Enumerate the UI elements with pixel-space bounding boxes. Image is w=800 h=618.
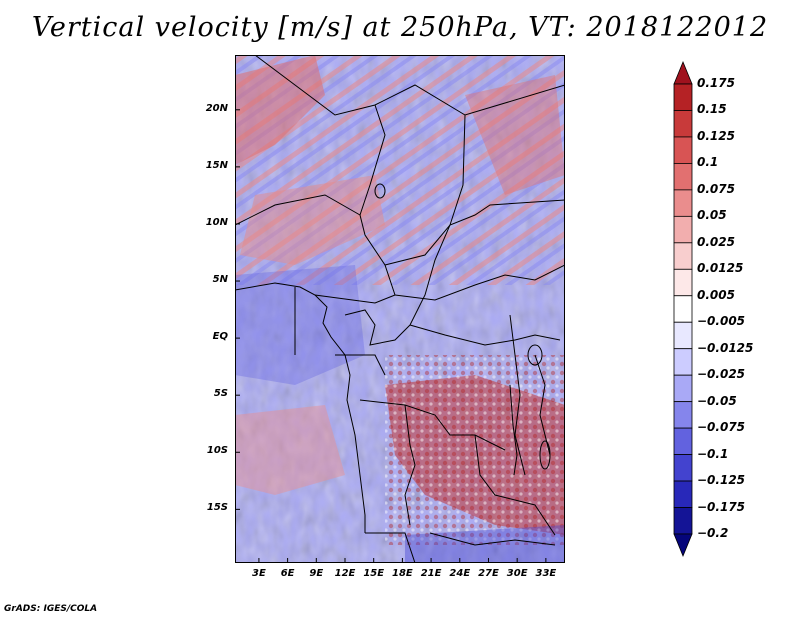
- colorbar-label: 0.0125: [697, 261, 744, 276]
- colorbar-swatch: [673, 215, 693, 244]
- map-plot-area: [235, 55, 565, 563]
- colorbar-label: 0.05: [697, 208, 727, 223]
- colorbar-label: −0.0125: [697, 340, 754, 355]
- colorbar-swatch: [673, 374, 693, 403]
- colorbar-label: −0.075: [697, 420, 746, 435]
- atlantic-red-region: [235, 405, 345, 495]
- colorbar-label: 0.125: [697, 128, 735, 143]
- colorbar-swatch: [673, 321, 693, 350]
- colorbar-swatch: [673, 427, 693, 455]
- colorbar-swatch: [673, 454, 693, 482]
- velocity-field-map: [235, 55, 565, 563]
- lat-label: 10N: [205, 216, 228, 228]
- colorbar-label: −0.1: [697, 446, 729, 461]
- convection-cells: [385, 355, 565, 545]
- colorbar-bottom-arrow: [673, 533, 693, 558]
- colorbar-label: 0.1: [697, 155, 719, 170]
- lakes: [374, 183, 551, 476]
- lon-label: 33E: [535, 568, 557, 579]
- country-borders: [235, 55, 565, 563]
- lon-label: 12E: [334, 568, 356, 579]
- colorbar-swatch: [673, 480, 693, 508]
- colorbar-swatch: [673, 242, 693, 270]
- colorbar-label: 0.005: [697, 287, 735, 302]
- colorbar-swatch: [673, 136, 693, 164]
- colorbar-label: 0.15: [697, 102, 727, 117]
- lon-label: 24E: [449, 568, 471, 579]
- colorbar-swatch: [673, 268, 693, 297]
- map-title: Vertical velocity [m/s] at 250hPa, VT: 2…: [31, 12, 769, 43]
- colorbar-swatch: [673, 401, 693, 429]
- ne-red-region: [465, 75, 565, 195]
- lon-label: 30E: [506, 568, 528, 579]
- colorbar-swatch: [673, 163, 693, 191]
- lon-label: 21E: [420, 568, 442, 579]
- lon-label: 6E: [280, 568, 295, 579]
- colorbar-label: −0.2: [697, 526, 729, 540]
- lat-label: 15N: [205, 159, 228, 171]
- colorbar-label: −0.005: [697, 314, 746, 329]
- sahel-red-region: [240, 175, 385, 265]
- colorbar-swatch: [673, 110, 693, 138]
- colorbar-swatch: [673, 507, 693, 535]
- nw-red-region: [235, 55, 325, 165]
- lat-label: 10S: [206, 445, 228, 457]
- lon-label: 3E: [252, 568, 266, 579]
- colorbar-swatch: [673, 295, 693, 323]
- lon-label: 27E: [478, 568, 499, 579]
- colorbar-label: −0.025: [697, 367, 746, 382]
- colorbar-label: 0.075: [697, 181, 735, 196]
- lon-label: 18E: [392, 568, 413, 579]
- lat-label: 20N: [205, 102, 228, 114]
- colorbar-label: −0.125: [697, 473, 746, 488]
- colorbar-swatch: [673, 348, 693, 376]
- lon-label: 9E: [309, 568, 324, 579]
- gulf-blue-region: [235, 265, 365, 385]
- map-frame: [235, 55, 565, 563]
- lat-label: 5S: [213, 388, 228, 400]
- lat-label: 15S: [206, 502, 228, 514]
- colorbar-label: −0.05: [697, 393, 737, 408]
- colorbar-label: 0.175: [697, 76, 735, 90]
- lon-label: 15E: [363, 568, 385, 579]
- lat-label: 5N: [212, 274, 228, 286]
- colorbar-swatch: [673, 189, 693, 217]
- colorbar-top-arrow: [673, 60, 693, 85]
- colorbar-swatch: [673, 83, 693, 111]
- lat-label: EQ: [212, 331, 228, 343]
- colorbar-label: 0.025: [697, 234, 735, 249]
- grads-credit: GrADS: IGES/COLA: [4, 604, 98, 614]
- colorbar-label: −0.175: [697, 499, 746, 514]
